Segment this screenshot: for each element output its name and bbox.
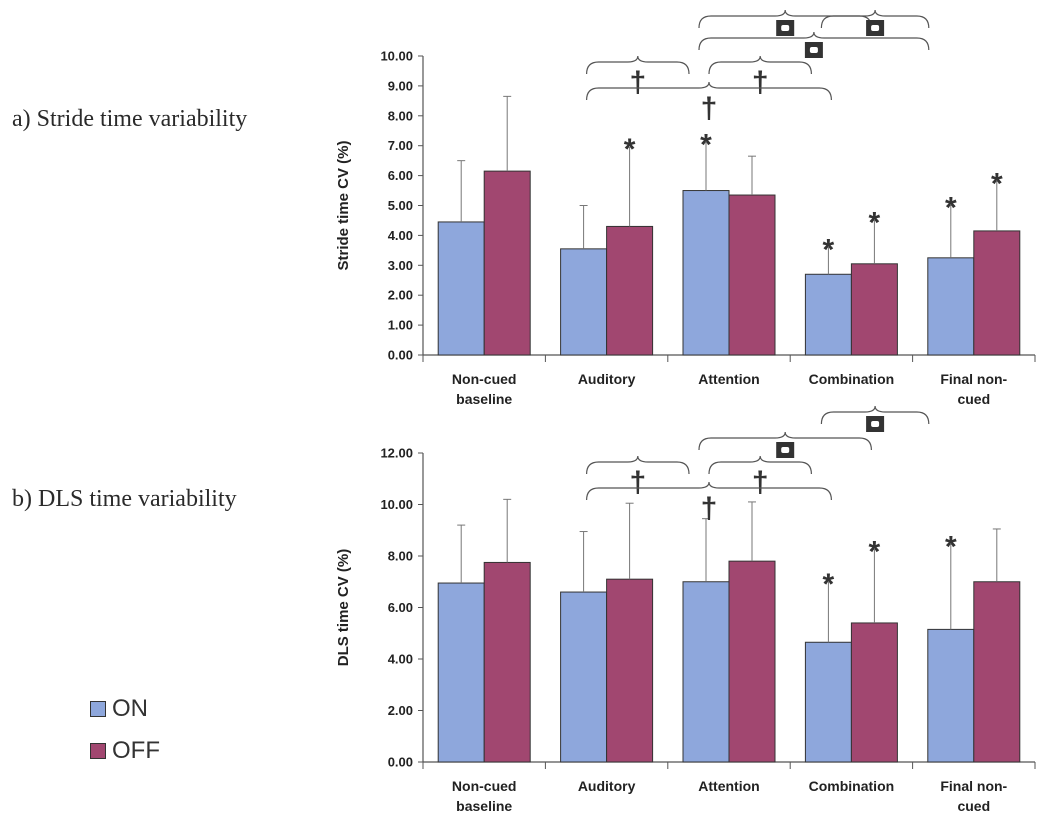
x-category-label: Non-cued bbox=[452, 371, 517, 387]
y-tick-label: 8.00 bbox=[388, 108, 413, 123]
x-category-label: baseline bbox=[456, 798, 512, 814]
x-category-label: Combination bbox=[809, 371, 895, 387]
y-tick-label: 2.00 bbox=[388, 703, 413, 718]
bar-off bbox=[973, 230, 1021, 356]
legend-label-off: OFF bbox=[112, 737, 160, 764]
bar-on bbox=[804, 273, 852, 356]
bar-off bbox=[483, 170, 531, 356]
dagger-brace bbox=[708, 55, 812, 75]
square-mark-inner bbox=[871, 421, 880, 427]
panel-b-label: b) DLS time variability bbox=[12, 486, 237, 512]
dagger-mark: † bbox=[701, 492, 718, 525]
x-category-label: Final non- bbox=[940, 371, 1007, 387]
dagger-mark: † bbox=[752, 66, 769, 99]
bar-off bbox=[850, 622, 898, 763]
square-brace bbox=[698, 431, 872, 451]
bar-on bbox=[682, 581, 730, 763]
y-tick-label: 9.00 bbox=[388, 78, 413, 93]
y-tick-label: 2.00 bbox=[388, 288, 413, 303]
y-axis-title: DLS time CV (%) bbox=[335, 549, 352, 667]
dagger-brace bbox=[586, 55, 690, 75]
y-tick-label: 12.00 bbox=[380, 446, 413, 461]
legend-item-on: ON bbox=[90, 688, 160, 730]
x-category-label: Attention bbox=[698, 371, 759, 387]
bar-off bbox=[728, 194, 776, 356]
y-tick-label: 6.00 bbox=[388, 600, 413, 615]
square-brace bbox=[698, 9, 872, 29]
significance-star: * bbox=[700, 129, 712, 162]
bar-off bbox=[850, 263, 898, 356]
legend-swatch-on bbox=[90, 701, 106, 717]
dagger-brace bbox=[708, 455, 812, 475]
y-tick-label: 5.00 bbox=[388, 198, 413, 213]
panel-a-label: a) Stride time variability bbox=[12, 106, 248, 132]
x-category-label: Attention bbox=[698, 778, 759, 794]
dagger-brace bbox=[586, 481, 832, 501]
bar-off bbox=[606, 225, 654, 356]
bar-on bbox=[927, 628, 975, 763]
square-brace bbox=[820, 405, 930, 425]
dagger-brace bbox=[586, 455, 690, 475]
y-tick-label: 10.00 bbox=[380, 49, 413, 64]
x-category-label: Auditory bbox=[578, 371, 636, 387]
square-mark-inner bbox=[781, 25, 790, 31]
significance-star: * bbox=[945, 530, 957, 563]
chart-dls: 0.00 2.00 4.00 6.00 8.00 10.00 12.00 Non-cued ba… bbox=[335, 405, 1036, 814]
x-category-label: cued bbox=[957, 798, 990, 814]
bar-on bbox=[804, 641, 852, 763]
x-category-label: baseline bbox=[456, 391, 512, 407]
dagger-brace bbox=[586, 81, 832, 101]
y-axis-title: Stride time CV (%) bbox=[335, 140, 352, 270]
legend-swatch-off bbox=[90, 743, 106, 759]
y-tick-label: 3.00 bbox=[388, 258, 413, 273]
square-mark-inner bbox=[871, 25, 880, 31]
square-mark-inner bbox=[809, 47, 818, 53]
bar-off bbox=[606, 578, 654, 763]
y-tick-label: 7.00 bbox=[388, 138, 413, 153]
legend: ON OFF bbox=[90, 688, 160, 772]
square-mark-inner bbox=[781, 447, 790, 453]
y-tick-label: 4.00 bbox=[388, 652, 413, 667]
bar-on bbox=[437, 221, 485, 356]
dagger-mark: † bbox=[752, 466, 769, 499]
y-tick-label: 10.00 bbox=[380, 497, 413, 512]
bar-on bbox=[682, 190, 730, 356]
x-category-label: cued bbox=[957, 391, 990, 407]
significance-star: * bbox=[823, 233, 835, 266]
y-tick-label: 4.00 bbox=[388, 228, 413, 243]
y-tick-label: 1.00 bbox=[388, 318, 413, 333]
significance-star: * bbox=[624, 133, 636, 166]
square-brace bbox=[698, 31, 930, 51]
dagger-mark: † bbox=[629, 66, 646, 99]
bar-off bbox=[483, 561, 531, 763]
bar-on bbox=[927, 257, 975, 356]
square-brace bbox=[820, 9, 930, 29]
significance-star: * bbox=[869, 536, 881, 569]
y-tick-label: 0.00 bbox=[388, 348, 413, 363]
bar-on bbox=[560, 591, 608, 763]
bar-on bbox=[560, 248, 608, 356]
x-category-label: Non-cued bbox=[452, 778, 517, 794]
x-category-label: Auditory bbox=[578, 778, 636, 794]
legend-item-off: OFF bbox=[90, 730, 160, 772]
y-tick-label: 6.00 bbox=[388, 168, 413, 183]
dagger-mark: † bbox=[701, 92, 718, 125]
y-tick-label: 0.00 bbox=[388, 755, 413, 770]
bar-on bbox=[437, 582, 485, 763]
bar-off bbox=[973, 581, 1021, 763]
dagger-mark: † bbox=[629, 466, 646, 499]
significance-star: * bbox=[991, 168, 1003, 201]
legend-label-on: ON bbox=[112, 695, 148, 722]
significance-star: * bbox=[945, 192, 957, 225]
bar-off bbox=[728, 560, 776, 763]
significance-star: * bbox=[823, 568, 835, 601]
significance-star: * bbox=[869, 206, 881, 239]
y-tick-label: 8.00 bbox=[388, 549, 413, 564]
chart-stride: 0.00 1.00 2.00 3.00 4.00 5.00 6.00 7.00 8.00 9.00… bbox=[335, 9, 1036, 407]
x-category-label: Final non- bbox=[940, 778, 1007, 794]
x-category-label: Combination bbox=[809, 778, 895, 794]
